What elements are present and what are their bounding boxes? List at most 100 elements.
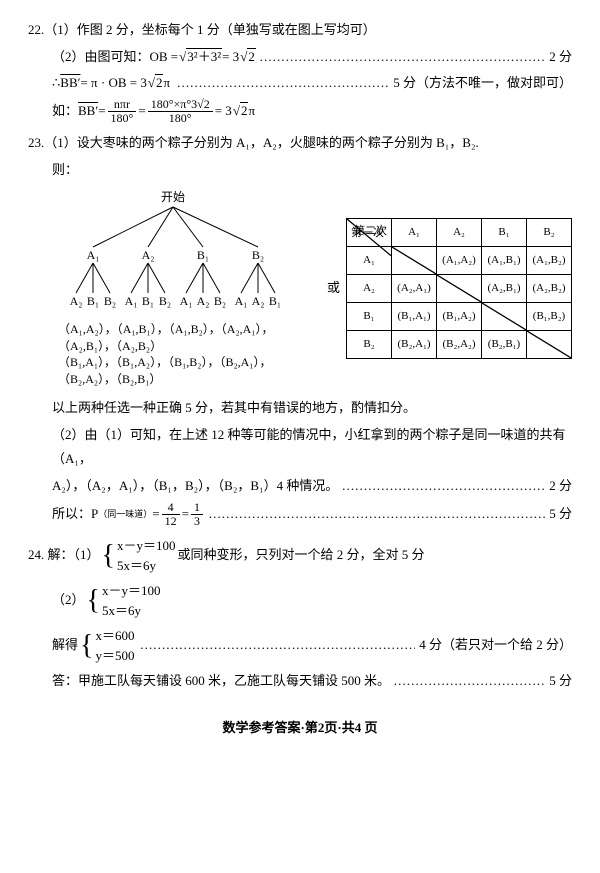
dots: …………………………………………………………………………………………………… (208, 502, 545, 527)
outcome-table: 第二次 第一次 A₁ A₂ B₁ B₂ A₁ (A₁,A₂) (A₁,B₁) (… (346, 218, 572, 358)
text: = (98, 99, 105, 124)
svg-text:B₁: B₁ (269, 294, 281, 308)
text: （2）由图可知：OB = (52, 45, 178, 70)
svg-text:A₁: A₁ (235, 294, 248, 308)
sqrt: 2 (232, 99, 249, 124)
cell: (B₁,A₂) (437, 302, 482, 330)
dots: …………………………………………………………………………………………………… (140, 633, 416, 658)
score: 5 分 (545, 502, 572, 527)
svg-text:A₂: A₂ (252, 294, 265, 308)
fraction: 13 (191, 501, 203, 528)
text: π (248, 99, 255, 124)
q22-p2: （2）由图可知：OB = 3²＋3² = 3 2 ………………………………………… (28, 45, 572, 70)
sqrt: 2 (239, 45, 256, 70)
cell: (A₂,B₁) (482, 274, 527, 302)
system: { x＝600 y＝500 (80, 626, 134, 665)
text: = 3 (215, 99, 232, 124)
row-h: B₂ (347, 330, 392, 358)
tree-block: 开始 A₁ A₂ B₁ B₂ A₂ B₁ B₂ A₁ (58, 189, 321, 388)
text: （2） (52, 588, 85, 613)
q24-s1: 24. 解：（1） { x－y＝100 5x＝6y 或同种变形，只列对一个给 2… (28, 534, 572, 577)
diag-header: 第二次 第一次 (347, 219, 392, 247)
q23-p3: 所以：P （同一味道） = 412 = 13 ……………………………………………… (28, 501, 572, 528)
q24-s2: （2） { x－y＝100 5x＝6y (28, 579, 572, 622)
score: 2 分 (545, 474, 572, 499)
svg-text:B₁: B₁ (197, 248, 209, 262)
pairs-row2: （B₁,A₁），（B₁,A₂），（B₁,B₂），（B₂,A₁），（B₂,A₂），… (58, 354, 321, 388)
cell: (B₂,A₁) (392, 330, 437, 358)
tree-and-table: 开始 A₁ A₂ B₁ B₂ A₂ B₁ B₂ A₁ (28, 189, 572, 388)
text: = 3 (222, 45, 239, 70)
text: = π · OB = 3 (80, 71, 146, 96)
text: 解得 (52, 633, 78, 658)
q23-p2b: A₂），（A₂，A₁），（B₁，B₂），（B₂，B₁）4 种情况。 ………………… (28, 474, 572, 499)
dots: …………………………………………………………………………………………………… (259, 45, 545, 70)
svg-text:B₂: B₂ (159, 294, 171, 308)
dots: …………………………………………………………………………………………………… (177, 71, 390, 96)
text: 答：甲施工队每天铺设 600 米，乙施工队每天铺设 500 米。 (52, 669, 390, 694)
col-h: A₁ (392, 219, 437, 247)
col-h: A₂ (437, 219, 482, 247)
svg-text:A₂: A₂ (142, 248, 155, 262)
or-label: 或 (327, 276, 340, 301)
sqrt: 2 (147, 71, 164, 96)
sub: （同一味道） (98, 506, 152, 523)
arc: BB′ (60, 71, 80, 96)
cell: (A₁,B₁) (482, 247, 527, 275)
cell: (A₁,A₂) (437, 247, 482, 275)
svg-text:开始: 开始 (161, 190, 185, 204)
svg-text:A₂: A₂ (70, 294, 83, 308)
row-h: B₁ (347, 302, 392, 330)
text: 或同种变形，只列对一个给 2 分，全对 5 分 (177, 543, 424, 568)
q22-p1: 22.（1）作图 2 分，坐标每个 1 分（单独写或在图上写均可） (28, 18, 572, 43)
text: ∴ (52, 71, 60, 96)
cell: (B₂,B₁) (482, 330, 527, 358)
svg-text:A₁: A₁ (125, 294, 138, 308)
cell (482, 302, 527, 330)
arc: BB′ (78, 99, 98, 124)
score: 4 分（若只对一个给 2 分） (415, 633, 572, 658)
fraction: 412 (162, 501, 180, 528)
q23-ze: 则： (28, 158, 572, 183)
pairs-row1: （A₁,A₂），（A₁,B₁），（A₁,B₂），（A₂,A₁），（A₂,B₁），… (58, 321, 321, 355)
svg-text:B₂: B₂ (214, 294, 226, 308)
cell: (A₁,B₂) (527, 247, 572, 275)
cell: (A₂,A₁) (392, 274, 437, 302)
q23-p2a: （2）由（1）可知，在上述 12 种等可能的情况中，小红拿到的两个粽子是同一味道… (28, 423, 572, 472)
text: = (152, 502, 159, 527)
cell (527, 330, 572, 358)
score: 5 分 (545, 669, 572, 694)
q22-p4: 如： BB′ = nπr 180° = 180°×π°3√2 180° = 3 … (28, 98, 572, 125)
q22-p3: ∴ BB′ = π · OB = 3 2 π ……………………………………………… (28, 71, 572, 96)
system: { x－y＝100 5x＝6y (102, 536, 176, 575)
fraction: nπr 180° (108, 98, 137, 125)
text: = (138, 99, 145, 124)
cell: (A₂,B₂) (527, 274, 572, 302)
svg-text:A₂: A₂ (197, 294, 210, 308)
text: 24. 解：（1） (28, 543, 100, 568)
score: 2 分 (545, 45, 572, 70)
svg-text:A₁: A₁ (180, 294, 193, 308)
cell (392, 247, 437, 275)
score: 5 分（方法不唯一，做对即可） (389, 71, 572, 96)
cell: (B₂,A₂) (437, 330, 482, 358)
svg-text:B₁: B₁ (142, 294, 154, 308)
text: = (182, 502, 189, 527)
svg-text:B₂: B₂ (252, 248, 264, 262)
row-h: A₂ (347, 274, 392, 302)
col-h: B₁ (482, 219, 527, 247)
fraction: 180°×π°3√2 180° (148, 98, 213, 125)
sqrt: 3²＋3² (178, 45, 222, 70)
system: { x－y＝100 5x＝6y (87, 581, 161, 620)
dots: …………………………………………………………………………………………………… (342, 474, 546, 499)
dots: …………………………………………………………………………………………………… (393, 669, 545, 694)
q23-note: 以上两种任选一种正确 5 分，若其中有错误的地方，酌情扣分。 (28, 396, 572, 421)
tree-svg: 开始 A₁ A₂ B₁ B₂ A₂ B₁ B₂ A₁ (58, 189, 288, 319)
text: 所以：P (52, 502, 98, 527)
q24-answer: 答：甲施工队每天铺设 600 米，乙施工队每天铺设 500 米。 …………………… (28, 669, 572, 694)
q23-head: 23.（1）设大枣味的两个粽子分别为 A₁，A₂，火腿味的两个粽子分别为 B₁，… (28, 131, 572, 156)
text: 如： (52, 99, 78, 124)
page-footer: 数学参考答案·第2页·共4 页 (28, 716, 572, 741)
col-h: B₂ (527, 219, 572, 247)
cell: (B₁,B₂) (527, 302, 572, 330)
